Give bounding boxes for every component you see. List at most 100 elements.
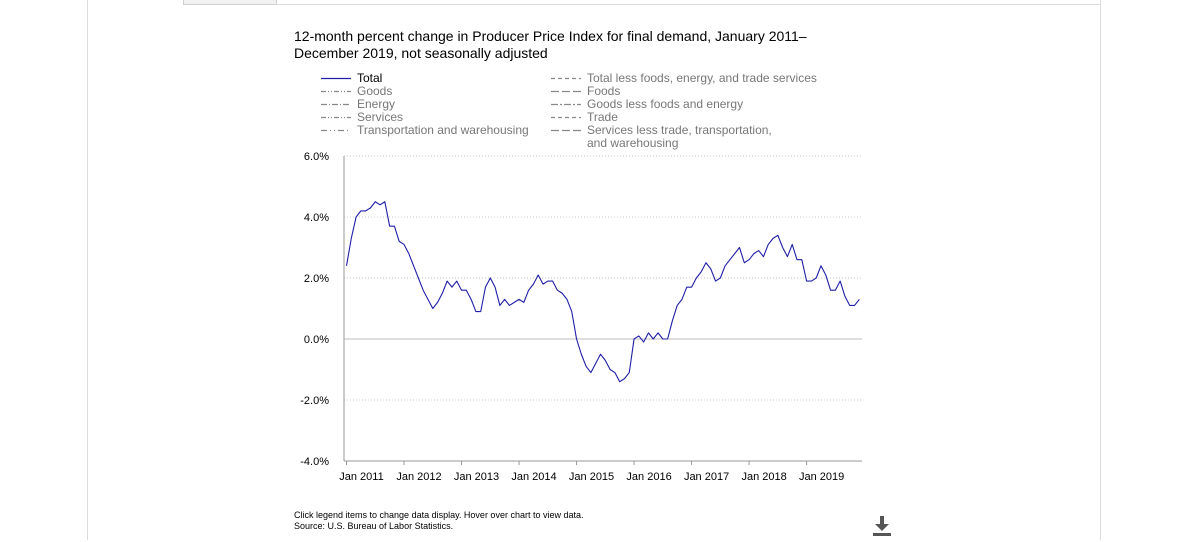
legend-item-goods-less-foods-and-energy[interactable]: Goods less foods and energy — [551, 98, 817, 111]
data-point — [748, 259, 749, 260]
y-tick-label: -4.0% — [300, 456, 329, 468]
data-point — [782, 247, 783, 248]
data-point — [763, 256, 764, 257]
data-point — [547, 280, 548, 281]
data-point — [504, 299, 505, 300]
data-point — [605, 360, 606, 361]
data-point — [499, 305, 500, 306]
data-point — [633, 338, 634, 339]
chart-title: 12-month percent change in Producer Pric… — [294, 28, 807, 61]
data-point — [557, 290, 558, 291]
data-point — [346, 265, 347, 266]
legend-item-foods[interactable]: Foods — [551, 85, 817, 98]
data-point — [614, 372, 615, 373]
data-point — [351, 238, 352, 239]
data-point — [720, 277, 721, 278]
data-point — [844, 296, 845, 297]
legend-item-services-less-trade-transportation-and-warehousing[interactable]: Services less trade, transportation, and… — [551, 124, 781, 150]
x-tick-label: Jan 2011 — [339, 471, 383, 483]
x-tick-label: Jan 2019 — [799, 471, 844, 483]
data-point — [796, 259, 797, 260]
legend-label: Energy — [357, 97, 396, 111]
x-tick-label: Jan 2018 — [741, 471, 786, 483]
legend-label: Goods less foods and energy — [587, 97, 744, 111]
y-tick-label: 4.0% — [304, 212, 329, 224]
top-tab[interactable] — [183, 0, 277, 5]
data-point — [423, 290, 424, 291]
y-tick-label: -2.0% — [300, 395, 329, 407]
legend-item-goods[interactable]: Goods — [321, 85, 529, 98]
data-point — [753, 253, 754, 254]
data-point — [653, 338, 654, 339]
legend-swatch — [551, 90, 581, 93]
data-point — [715, 280, 716, 281]
data-point — [595, 363, 596, 364]
legend-item-total[interactable]: Total — [321, 72, 529, 85]
data-point — [643, 341, 644, 342]
data-point — [528, 290, 529, 291]
data-point — [787, 256, 788, 257]
legend-label: Foods — [587, 84, 621, 98]
legend-swatch — [321, 116, 351, 119]
data-point — [399, 241, 400, 242]
data-point — [840, 280, 841, 281]
data-point — [744, 262, 745, 263]
data-point — [494, 287, 495, 288]
legend-swatch — [551, 103, 581, 106]
download-button[interactable] — [872, 515, 892, 537]
data-point — [657, 332, 658, 333]
data-point — [662, 338, 663, 339]
footnote: Click legend items to change data displa… — [294, 510, 583, 532]
legend-label: Services — [357, 110, 404, 124]
data-point — [379, 204, 380, 205]
legend-item-total-less-foods-energy-and-trade-services[interactable]: Total less foods, energy, and trade serv… — [551, 72, 817, 85]
x-tick-label: Jan 2016 — [626, 471, 671, 483]
legend-item-transportation-and-warehousing[interactable]: Transportation and warehousing — [321, 124, 529, 137]
legend-item-services[interactable]: Services — [321, 111, 529, 124]
data-point — [590, 372, 591, 373]
data-point — [475, 311, 476, 312]
y-tick-label: 2.0% — [304, 273, 329, 285]
data-point — [758, 250, 759, 251]
data-point — [427, 299, 428, 300]
data-point — [600, 354, 601, 355]
y-tick-label: 0.0% — [304, 334, 329, 346]
data-point — [447, 280, 448, 281]
data-point — [705, 262, 706, 263]
data-point — [638, 335, 639, 336]
legend-item-trade[interactable]: Trade — [551, 111, 817, 124]
data-point — [514, 302, 515, 303]
data-point — [586, 366, 587, 367]
legend-label: Trade — [587, 110, 618, 124]
data-point — [480, 311, 481, 312]
data-point — [375, 201, 376, 202]
legend-label: Services less trade, transportation, and… — [587, 123, 772, 150]
data-point — [629, 372, 630, 373]
data-point — [854, 305, 855, 306]
data-point — [696, 277, 697, 278]
y-tick-label: 6.0% — [304, 151, 329, 163]
legend-swatch — [551, 77, 581, 80]
data-point — [835, 290, 836, 291]
legend-left: Total Goods Energy Services Transportation a… — [321, 72, 529, 137]
data-point — [413, 265, 414, 266]
data-point — [816, 277, 817, 278]
data-point — [739, 247, 740, 248]
data-point — [624, 378, 625, 379]
data-point — [648, 332, 649, 333]
legend-swatch — [321, 129, 351, 132]
data-point — [681, 299, 682, 300]
page-frame — [87, 0, 1101, 540]
data-point — [825, 274, 826, 275]
data-point — [360, 210, 361, 211]
legend-item-energy[interactable]: Energy — [321, 98, 529, 111]
data-point — [691, 287, 692, 288]
footnote-source: Source: U.S. Bureau of Labor Statistics. — [294, 521, 454, 531]
x-tick-label: Jan 2012 — [396, 471, 441, 483]
data-point — [801, 259, 802, 260]
top-rule — [275, 4, 1101, 5]
data-point — [355, 216, 356, 217]
footnote-instructions: Click legend items to change data displa… — [294, 510, 584, 520]
download-icon — [873, 516, 891, 536]
